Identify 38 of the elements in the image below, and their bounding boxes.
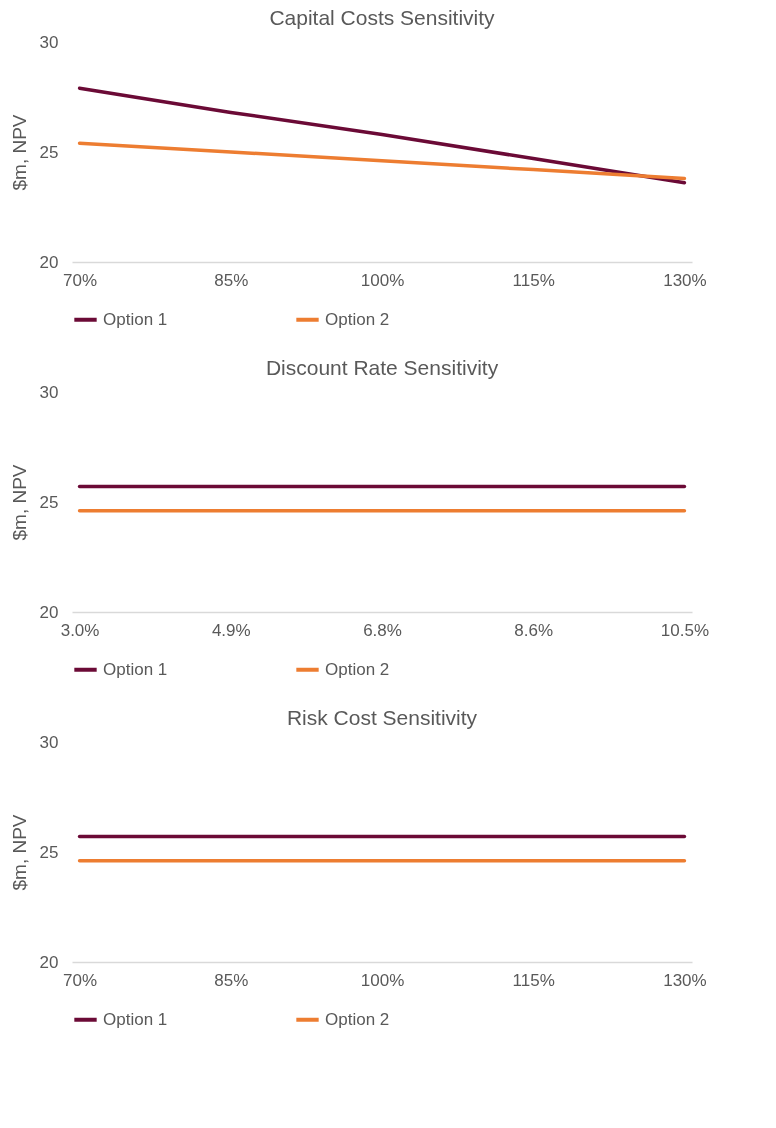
x-tick-label: 85% [214, 970, 249, 990]
chart-title: Discount Rate Sensitivity [265, 356, 499, 379]
legend-label: Option 1 [103, 309, 168, 329]
y-axis-title: $m, NPV [8, 114, 30, 191]
y-tick-label: 25 [39, 492, 59, 512]
x-tick-label: 70% [63, 270, 98, 290]
y-axis-title: $m, NPV [8, 464, 30, 541]
y-tick-label: 30 [39, 32, 59, 52]
x-tick-label: 100% [360, 270, 405, 290]
y-tick-label: 20 [39, 602, 59, 622]
x-tick-label: 70% [63, 970, 98, 990]
chart-title: Capital Costs Sensitivity [269, 6, 496, 29]
x-tick-label: 100% [360, 970, 405, 990]
x-tick-label: 85% [214, 270, 249, 290]
y-tick-label: 30 [39, 732, 59, 752]
line-series [77, 86, 687, 185]
legend-label: Option 2 [325, 1009, 390, 1029]
x-tick-label: 4.9% [211, 620, 251, 640]
x-tick-label: 3.0% [60, 620, 100, 640]
x-tick-label: 115% [512, 970, 555, 990]
x-tick-label: 130% [663, 270, 707, 290]
chart-title: Risk Cost Sensitivity [286, 706, 478, 729]
y-tick-label: 30 [39, 382, 59, 402]
x-tick-label: 130% [663, 970, 707, 990]
y-tick-label: 25 [39, 142, 59, 162]
y-tick-label: 20 [39, 252, 59, 272]
y-tick-label: 20 [39, 952, 59, 972]
x-tick-label: 10.5% [660, 620, 710, 640]
legend-label: Option 2 [325, 659, 390, 679]
line-series [77, 141, 687, 181]
x-tick-label: 6.8% [363, 620, 402, 640]
legend-label: Option 1 [103, 1009, 168, 1029]
legend-label: Option 2 [325, 309, 390, 329]
legend-label: Option 1 [103, 659, 168, 679]
y-tick-label: 25 [39, 842, 59, 862]
x-tick-label: 115% [512, 270, 555, 290]
x-tick-label: 8.6% [514, 620, 554, 640]
y-axis-title: $m, NPV [8, 814, 30, 891]
